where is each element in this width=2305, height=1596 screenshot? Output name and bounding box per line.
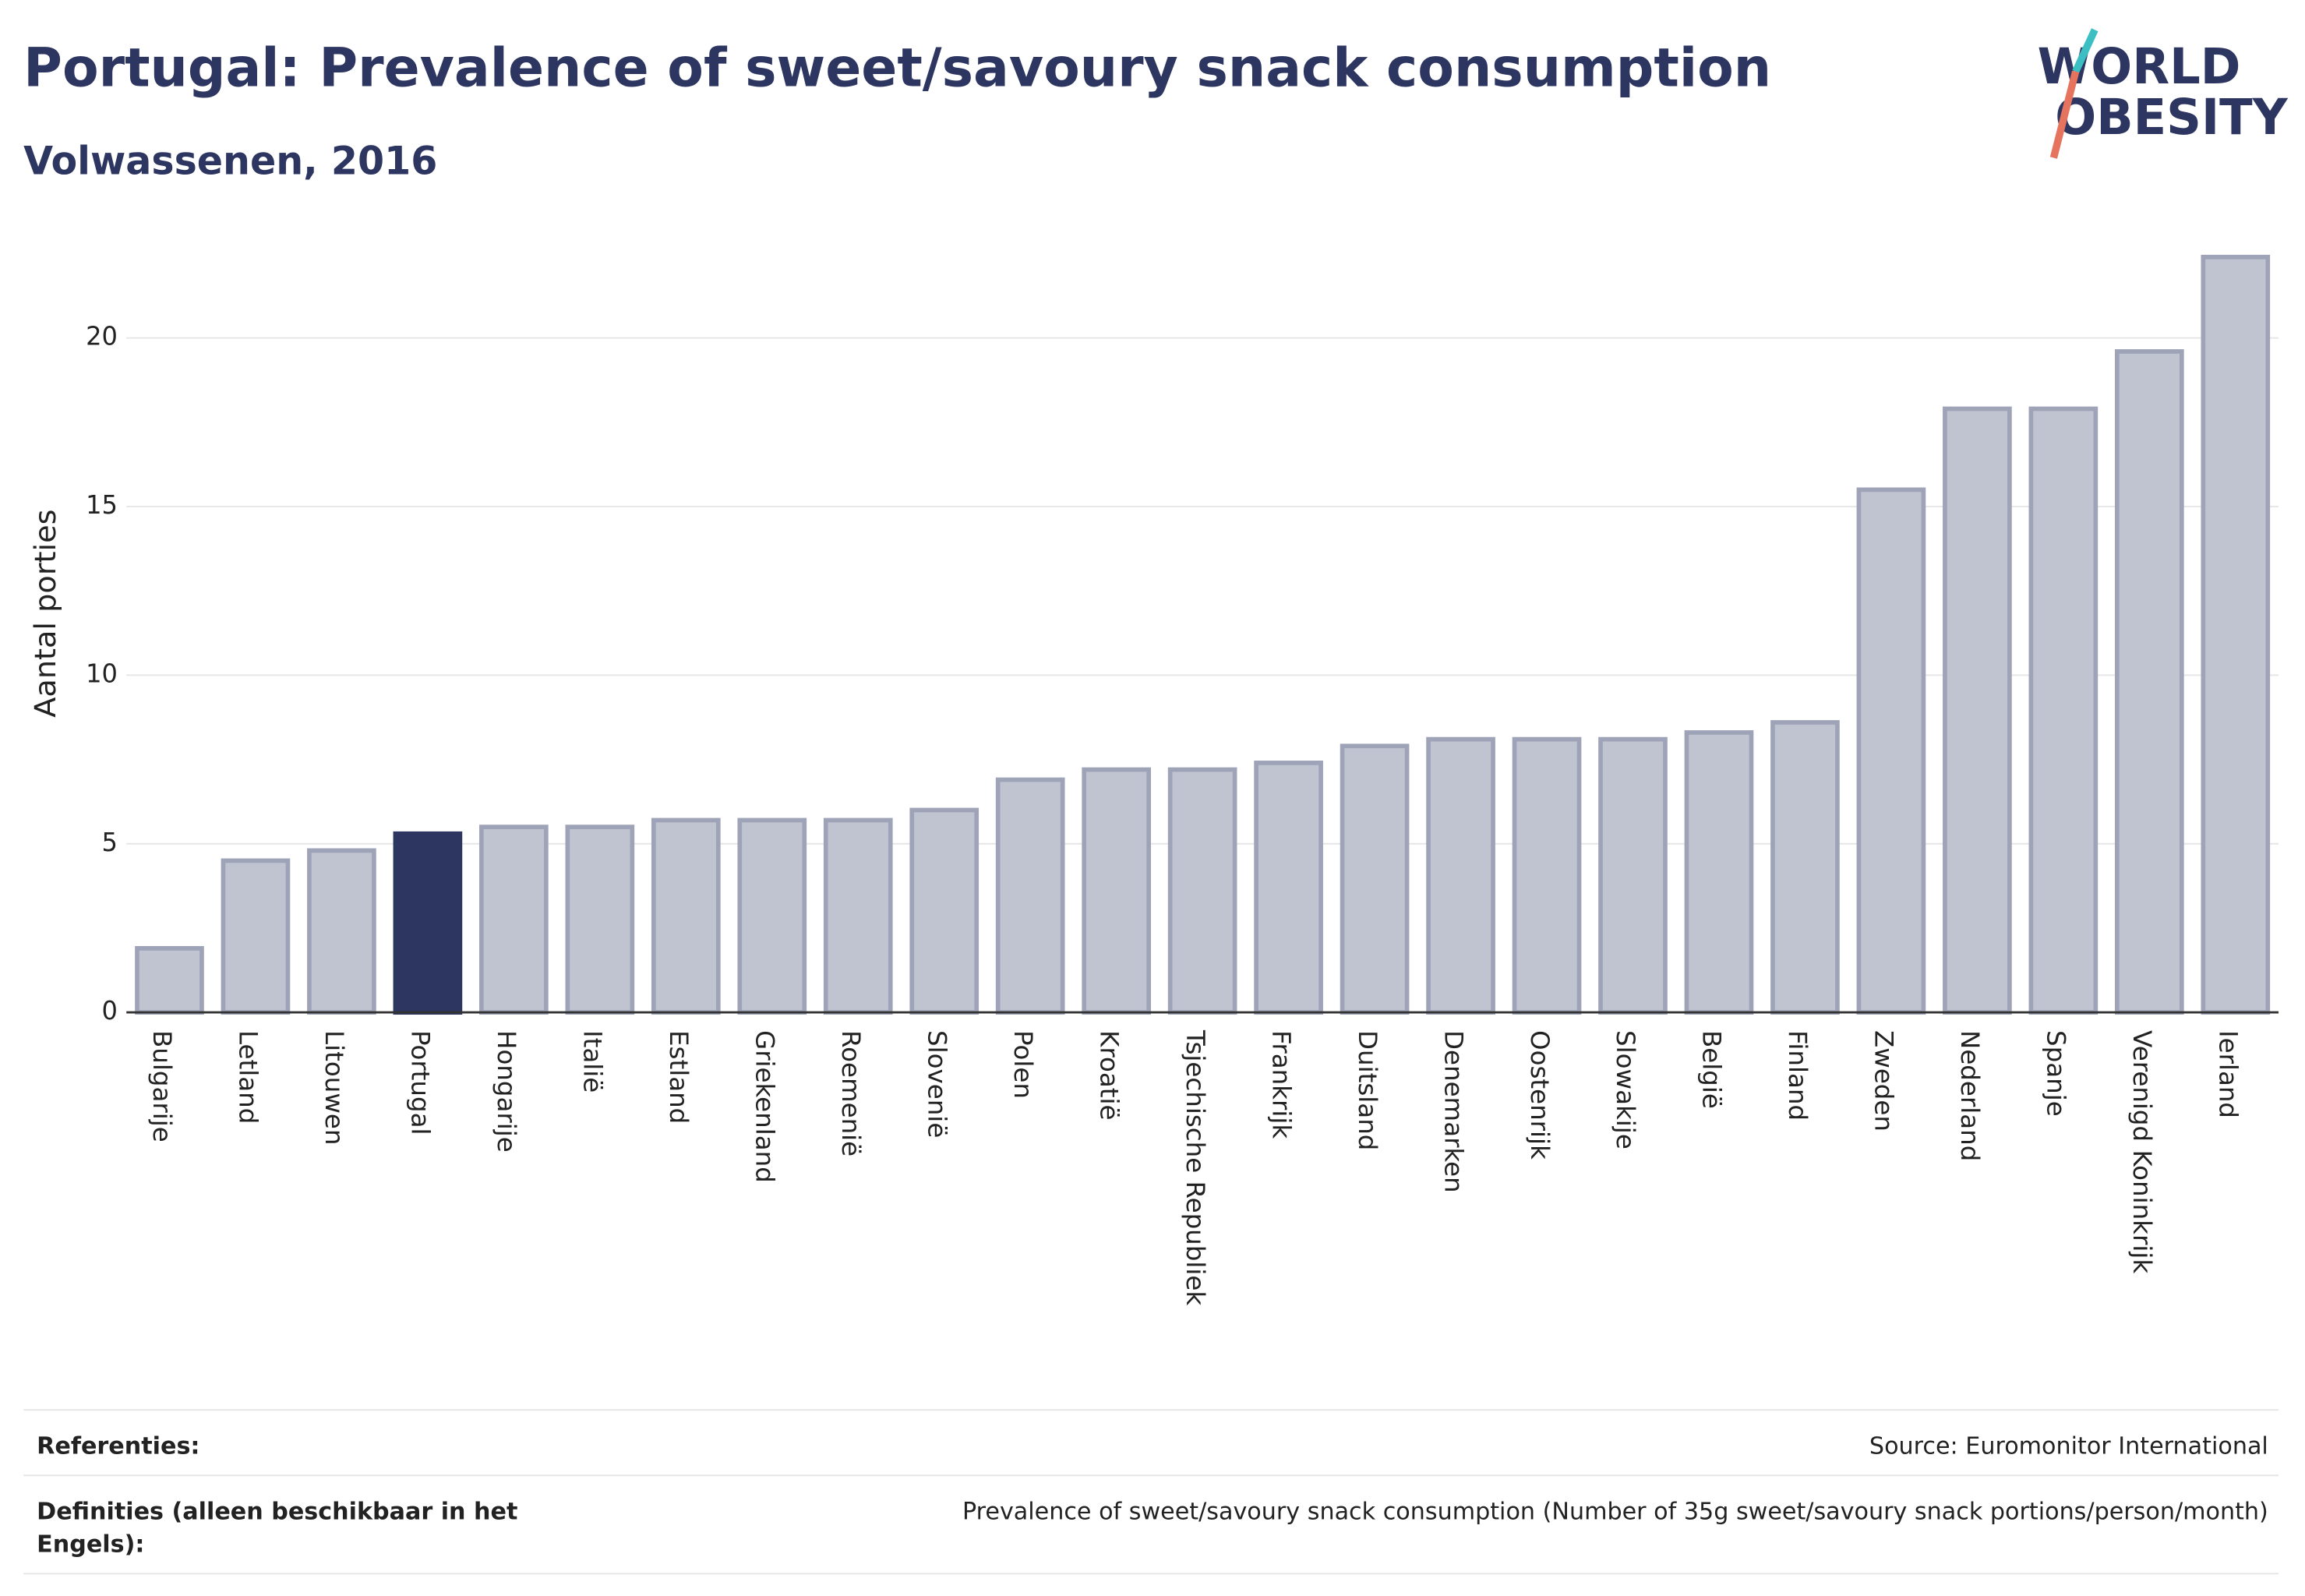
logo: WORLD OBESITY	[2038, 28, 2288, 159]
logo-slash	[2072, 28, 2099, 73]
definitions-label: Definities (alleen beschikbaar in het	[37, 1498, 517, 1525]
logo-text: OBESITY	[2055, 89, 2288, 146]
x-tick-label: Frankrijk	[1266, 1030, 1296, 1139]
x-tick-label: Tsjechische Republiek	[1181, 1029, 1210, 1305]
bar	[2028, 406, 2099, 1015]
x-tick-label: Verenigd Koninkrijk	[2127, 1030, 2157, 1273]
x-tick-label: België	[1697, 1030, 1727, 1109]
x-tick-label: Italië	[578, 1030, 608, 1093]
bar	[1856, 487, 1926, 1015]
bar	[1943, 406, 2012, 1015]
bar	[1340, 743, 1410, 1015]
x-tick-label: Slowakije	[1611, 1030, 1640, 1149]
bar	[2201, 254, 2271, 1015]
x-tick-label: Denemarken	[1438, 1030, 1468, 1193]
bar	[479, 824, 549, 1015]
y-tick-label: 5	[102, 828, 118, 857]
x-tick-label: Zweden	[1869, 1030, 1899, 1132]
bar	[565, 824, 635, 1015]
y-axis-label: Aantal porties	[28, 509, 62, 717]
x-tick-label: Letland	[234, 1030, 263, 1124]
bar	[1254, 761, 1323, 1015]
y-tick-label: 15	[86, 490, 118, 520]
bar	[307, 848, 376, 1015]
definitions-text: Prevalence of sweet/savoury snack consum…	[962, 1498, 2268, 1525]
x-tick-label: Bulgarije	[147, 1030, 177, 1142]
footer: Referenties: Source: Euromonitor Interna…	[23, 1409, 2279, 1575]
bar	[909, 807, 980, 1015]
x-tick-label: Spanje	[2042, 1030, 2071, 1117]
logo-text: WORLD	[2038, 38, 2241, 95]
references-label: Referenties:	[37, 1432, 199, 1460]
bar	[221, 858, 291, 1015]
bar	[2115, 349, 2184, 1015]
x-tick-label: Litouwen	[319, 1030, 349, 1145]
x-tick-label: Griekenland	[750, 1030, 780, 1183]
x-tick-label: Nederland	[1955, 1030, 1985, 1161]
bar	[393, 831, 463, 1015]
y-tick-label: 20	[86, 322, 118, 351]
chart-title: Portugal: Prevalence of sweet/savoury sn…	[23, 37, 1771, 100]
definitions-label: Engels):	[37, 1531, 144, 1558]
x-tick-label: Ierland	[2214, 1030, 2243, 1118]
y-tick-label: 0	[102, 996, 118, 1026]
x-tick-label: Finland	[1783, 1030, 1813, 1121]
x-tick-label: Roemenië	[836, 1030, 866, 1156]
bar	[737, 817, 807, 1015]
chart-subtitle: Volwassenen, 2016	[23, 138, 437, 183]
bar	[135, 946, 204, 1015]
bar	[1684, 730, 1754, 1015]
bar	[823, 817, 893, 1015]
bar	[995, 777, 1065, 1015]
x-tick-label: Slovenië	[923, 1030, 952, 1138]
references-text: Source: Euromonitor International	[1869, 1432, 2268, 1460]
logo-slash	[2049, 70, 2080, 159]
bar	[1167, 767, 1237, 1015]
x-tick-label: Kroatië	[1094, 1030, 1124, 1120]
x-tick-label: Estland	[664, 1030, 694, 1124]
y-tick-label: 10	[86, 659, 118, 688]
bar	[1598, 736, 1668, 1015]
x-tick-label: Portugal	[406, 1030, 436, 1135]
bar	[1082, 767, 1152, 1015]
bar	[651, 817, 721, 1015]
x-tick-label: Polen	[1008, 1030, 1038, 1099]
x-tick-label: Oostenrijk	[1525, 1030, 1555, 1160]
bar	[1426, 736, 1495, 1015]
bar	[1512, 736, 1582, 1015]
x-tick-label: Hongarije	[492, 1030, 521, 1153]
bar	[1770, 720, 1840, 1015]
x-tick-label: Duitsland	[1353, 1030, 1382, 1150]
